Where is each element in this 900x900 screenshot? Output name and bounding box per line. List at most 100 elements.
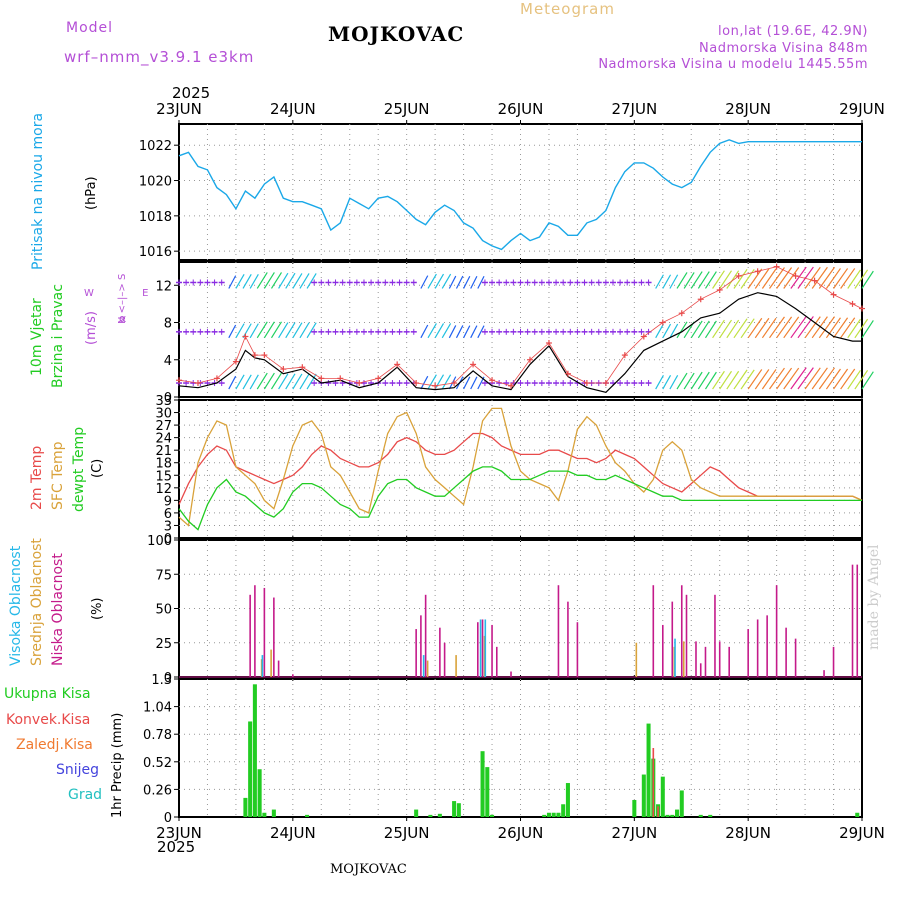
wind-arrow bbox=[470, 325, 478, 339]
x-day-label-bottom: 27JUN bbox=[611, 824, 657, 842]
wind-arrow bbox=[825, 368, 841, 390]
wind-compass-alpha: α bbox=[119, 312, 127, 325]
precip-bar-total bbox=[565, 783, 570, 817]
precip-bar-total bbox=[257, 769, 262, 817]
y-tick-label: 8 bbox=[164, 317, 172, 332]
legend-zaledj: Zaledj.Kisa bbox=[16, 737, 93, 753]
wind-arrow bbox=[242, 273, 252, 289]
wind-arrow bbox=[427, 374, 437, 390]
wind-arrow bbox=[249, 374, 259, 390]
x-day-label-bottom: 25JUN bbox=[384, 824, 430, 842]
wind-arrow bbox=[726, 319, 740, 339]
y-tick-label: 30 bbox=[155, 407, 172, 422]
wind-arrow bbox=[726, 370, 740, 390]
wind-arrow bbox=[818, 367, 836, 390]
wind-arrow bbox=[712, 370, 725, 390]
precip-bar-total bbox=[708, 814, 713, 817]
y-tick-label: 1016 bbox=[139, 245, 172, 260]
wind-arrow bbox=[704, 271, 717, 289]
x-day-label-bottom: 23JUN bbox=[156, 824, 202, 842]
wind-arrow bbox=[704, 320, 717, 339]
y-tick-label: 6 bbox=[164, 507, 172, 522]
wind-arrow bbox=[655, 323, 664, 339]
precip-bar-total bbox=[665, 814, 670, 817]
wind-arrow bbox=[790, 266, 807, 289]
wind-arrow bbox=[861, 371, 874, 390]
wind-arrow bbox=[783, 316, 800, 339]
wind-arrow bbox=[804, 316, 821, 339]
wind-arrow bbox=[712, 270, 725, 289]
wind-arrow bbox=[861, 270, 874, 289]
wind-arrow bbox=[854, 269, 869, 289]
precip-bar-total bbox=[248, 721, 253, 817]
wind-arrow bbox=[662, 274, 672, 289]
wind-arrow bbox=[854, 369, 869, 390]
y-tick-label: 0 bbox=[164, 671, 172, 686]
wind-arrow bbox=[270, 321, 282, 339]
wind-arrow bbox=[263, 272, 275, 289]
wind-arrow bbox=[676, 372, 688, 390]
wind-arrow bbox=[833, 268, 849, 289]
wind-arrow bbox=[719, 270, 733, 289]
wind-arrow bbox=[256, 321, 268, 339]
wind-arrow bbox=[840, 368, 856, 390]
precip-bar-total bbox=[632, 800, 637, 817]
precip-bar-total bbox=[660, 776, 665, 817]
precip-bar-total bbox=[675, 809, 680, 817]
wind-arrow bbox=[235, 374, 245, 390]
wind-arrow bbox=[270, 372, 282, 390]
wind-arrow bbox=[719, 370, 733, 390]
precip-bar-total bbox=[670, 814, 675, 817]
legend-grad: Grad bbox=[68, 787, 103, 803]
wind-arrow bbox=[847, 269, 861, 289]
wind-arrow bbox=[662, 323, 672, 339]
wind-arrow bbox=[278, 373, 289, 390]
precip-bar-convective bbox=[657, 806, 659, 817]
precip-bar-total bbox=[262, 812, 267, 817]
wind-arrow bbox=[804, 266, 821, 289]
y-tick-label: 1.3 bbox=[151, 673, 172, 688]
wind-speed-line bbox=[178, 292, 862, 393]
wind-arrow bbox=[228, 375, 237, 390]
temp-dew-line bbox=[178, 466, 862, 531]
wind-arrow bbox=[790, 316, 807, 339]
wind-arrow bbox=[292, 322, 303, 339]
model-label: Model bbox=[66, 20, 114, 36]
wind-arrow bbox=[811, 316, 828, 339]
precip-bar-total bbox=[456, 803, 461, 817]
wind-arrow bbox=[263, 372, 275, 390]
precip-bar-total bbox=[546, 812, 551, 817]
wind-arrow bbox=[761, 268, 777, 289]
wind-arrow bbox=[797, 266, 814, 289]
precip-bar-total bbox=[271, 809, 276, 817]
wind-arrow bbox=[697, 320, 710, 339]
y-tick-label: 0.52 bbox=[143, 756, 172, 771]
wind-arrow bbox=[747, 317, 763, 339]
wind-arrow bbox=[420, 324, 429, 339]
wind-arrow bbox=[733, 318, 748, 339]
wind-arrow bbox=[434, 323, 445, 339]
wind-arrow bbox=[769, 267, 785, 289]
wind-arrow bbox=[292, 373, 303, 390]
precip-bar-total bbox=[480, 751, 485, 817]
wind-arrow bbox=[477, 275, 485, 289]
wind-arrow bbox=[726, 270, 740, 289]
location-line: lon,lat (19.6E, 42.9N) bbox=[718, 24, 868, 39]
precip-bar-total bbox=[542, 814, 547, 817]
wind-arrow bbox=[249, 273, 259, 289]
y-tick-label: 24 bbox=[155, 432, 172, 447]
wind-arrow bbox=[448, 275, 457, 289]
wind-arrow bbox=[256, 372, 268, 390]
wind-arrow bbox=[441, 273, 452, 289]
wind-arrow bbox=[690, 271, 703, 289]
wind-arrow bbox=[669, 374, 679, 390]
precip-bar-total bbox=[305, 814, 310, 817]
wind-arrow bbox=[292, 273, 303, 289]
y-tick-label: 0.26 bbox=[143, 783, 172, 798]
wind-arrow bbox=[790, 367, 807, 390]
precip-bar-total bbox=[490, 814, 495, 817]
y-tick-label: 27 bbox=[155, 419, 172, 434]
wind-arrow bbox=[797, 367, 814, 390]
precip-bar-total bbox=[679, 790, 684, 817]
wind-arrow bbox=[477, 325, 485, 339]
